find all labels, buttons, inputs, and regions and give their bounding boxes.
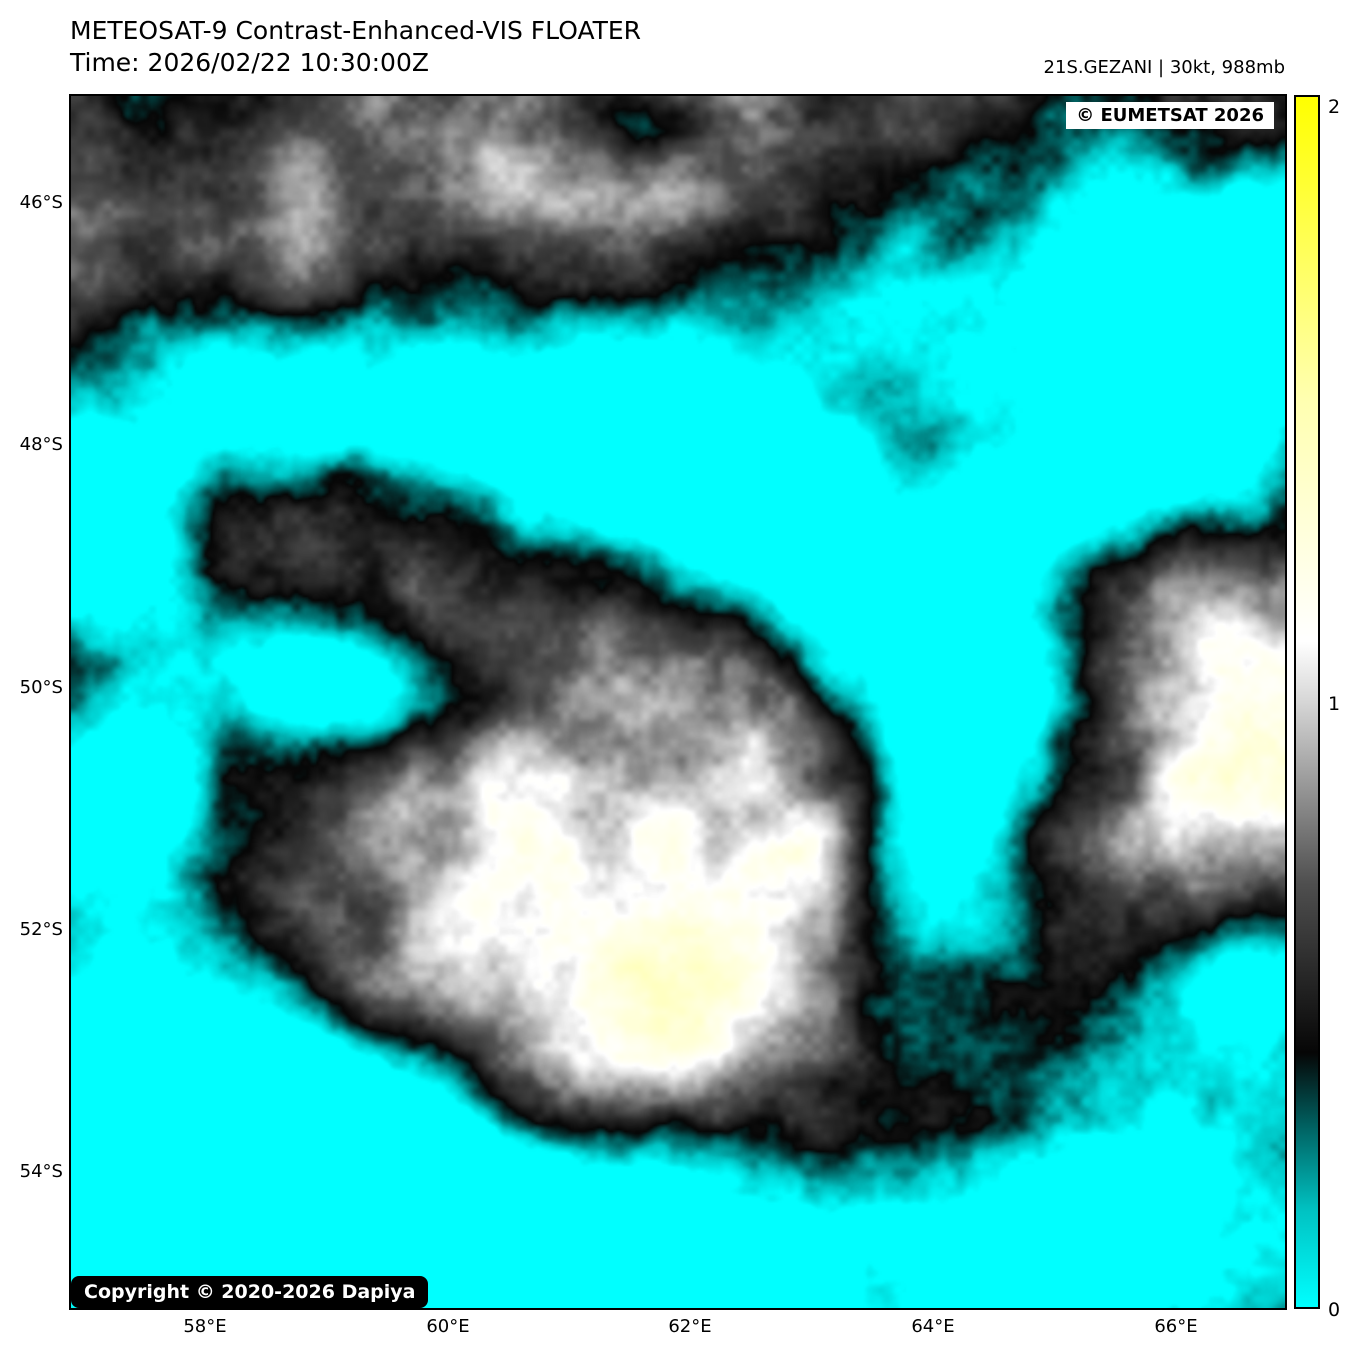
copyright-badge: Copyright © 2020-2026 Dapiya xyxy=(71,1276,429,1308)
y-axis-tick-label: 48°S xyxy=(19,434,63,455)
satellite-image xyxy=(71,96,1285,1308)
y-axis-tick-label: 46°S xyxy=(19,192,63,213)
y-axis-tick-label: 54°S xyxy=(19,1161,63,1182)
x-axis-tick-label: 58°E xyxy=(183,1316,227,1337)
timestamp: Time: 2026/02/22 10:30:00Z xyxy=(70,48,429,77)
storm-info: 21S.GEZANI | 30kt, 988mb xyxy=(1043,57,1285,78)
x-axis-tick-label: 64°E xyxy=(911,1316,955,1337)
y-axis-tick-label: 50°S xyxy=(19,677,63,698)
colorbar-tick-label: 1 xyxy=(1328,693,1341,715)
x-axis-tick-label: 66°E xyxy=(1154,1316,1198,1337)
eumetsat-credit-badge: © EUMETSAT 2026 xyxy=(1066,102,1274,129)
map-frame: © EUMETSAT 2026 Copyright © 2020-2026 Da… xyxy=(69,94,1287,1310)
x-axis-tick-label: 62°E xyxy=(668,1316,712,1337)
colorbar-tick-label: 0 xyxy=(1328,1299,1341,1321)
page-title: METEOSAT-9 Contrast-Enhanced-VIS FLOATER xyxy=(70,16,642,45)
colorbar-tick-label: 2 xyxy=(1328,96,1341,118)
x-axis-tick-label: 60°E xyxy=(426,1316,470,1337)
colorbar xyxy=(1294,95,1320,1309)
y-axis-tick-label: 52°S xyxy=(19,919,63,940)
